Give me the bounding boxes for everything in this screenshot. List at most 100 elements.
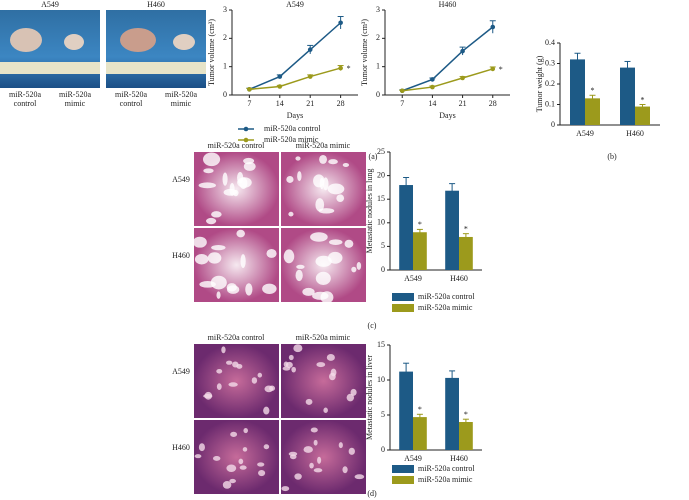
histology-texture xyxy=(310,427,318,433)
point xyxy=(307,74,313,79)
x-tick-label: 7 xyxy=(247,99,251,108)
histology-texture xyxy=(344,239,354,248)
y-tick-label: 1 xyxy=(223,61,227,70)
histology-texture xyxy=(328,159,338,165)
histology-texture xyxy=(315,255,332,267)
histology-texture xyxy=(251,377,258,384)
histology-texture xyxy=(342,466,348,474)
point xyxy=(247,87,252,92)
histology-texture xyxy=(310,232,328,242)
legend-label: miR-520a control xyxy=(418,464,475,473)
histology-texture xyxy=(216,368,223,374)
histology-texture xyxy=(293,344,303,353)
legend-swatch xyxy=(392,465,414,473)
histology-texture xyxy=(288,354,294,361)
annotation: * xyxy=(418,220,422,229)
histology-row-label: A549 xyxy=(172,367,190,376)
histology-texture xyxy=(338,442,343,449)
histology-texture xyxy=(243,427,248,434)
histology-texture xyxy=(269,385,276,391)
point xyxy=(307,47,313,52)
histology-texture xyxy=(317,456,322,464)
histology-texture xyxy=(229,478,236,484)
histology-texture xyxy=(236,363,243,369)
histology-texture xyxy=(228,382,238,387)
panel-label: (d) xyxy=(367,489,377,498)
histology-texture xyxy=(204,391,213,400)
annotation: * xyxy=(499,65,503,74)
legend-swatch xyxy=(243,137,249,143)
panel-label: (c) xyxy=(368,321,377,330)
x-tick-label: 28 xyxy=(337,99,345,108)
x-tick-label: 14 xyxy=(276,99,284,108)
histology-texture xyxy=(286,175,294,183)
point xyxy=(338,65,343,71)
histology-texture xyxy=(257,372,263,378)
histology-texture xyxy=(283,249,295,264)
tumor-photos xyxy=(0,10,206,88)
histology-texture xyxy=(326,354,335,361)
histology-texture xyxy=(303,446,313,453)
legend-swatch xyxy=(243,126,249,132)
histology-column-label: miR-520a control xyxy=(208,333,265,342)
y-tick-label: 10 xyxy=(377,218,385,227)
photo-column-label: A549 xyxy=(41,0,59,9)
bar xyxy=(570,59,585,125)
histology-image xyxy=(281,344,366,418)
x-tick-label: A549 xyxy=(576,129,594,138)
histology-texture xyxy=(206,217,217,225)
histology-texture xyxy=(315,271,331,285)
legend-label: miR-520a mimic xyxy=(418,303,473,312)
histology-image xyxy=(281,152,366,226)
histology-texture xyxy=(316,362,326,368)
histology-texture xyxy=(297,171,302,182)
histology-texture xyxy=(222,172,228,186)
histology-texture xyxy=(295,269,303,282)
y-tick-label: 2 xyxy=(376,33,380,42)
y-tick-label: 25 xyxy=(377,147,385,156)
histology-texture xyxy=(288,211,294,217)
histology-texture xyxy=(221,346,226,354)
histology-texture xyxy=(211,211,222,218)
y-tick-label: 15 xyxy=(377,340,385,349)
histology-texture xyxy=(198,443,205,452)
legend-label: miR-520a mimic xyxy=(264,135,319,144)
histology-texture xyxy=(207,252,222,264)
y-axis-label: Tumor volume (cm³) xyxy=(360,19,369,86)
histology-texture xyxy=(236,229,245,238)
histology-texture xyxy=(194,253,209,265)
histology-texture xyxy=(212,456,221,461)
bar xyxy=(620,67,635,125)
y-tick-label: 0.4 xyxy=(545,38,555,47)
histology-texture xyxy=(281,486,290,492)
histology-column-label: miR-520a mimic xyxy=(296,141,351,150)
y-axis-label: Tumor weight (g) xyxy=(535,55,544,112)
histology-texture xyxy=(313,439,318,446)
y-axis-label: Metastatic nodules in liver xyxy=(365,355,374,440)
bar xyxy=(459,422,473,450)
annotation: * xyxy=(464,224,468,233)
histology-texture xyxy=(295,156,301,161)
y-tick-label: 5 xyxy=(381,241,385,250)
point xyxy=(277,74,283,79)
histology-texture xyxy=(356,262,362,270)
photo-column-label: H460 xyxy=(147,0,165,9)
x-axis-label: Days xyxy=(439,111,455,120)
y-tick-label: 3 xyxy=(223,5,227,14)
histology-texture xyxy=(328,239,343,246)
bar xyxy=(413,417,427,450)
y-tick-label: 10 xyxy=(377,375,385,384)
histology-texture xyxy=(258,469,266,477)
histology-texture xyxy=(342,163,350,168)
histology-texture xyxy=(227,285,240,294)
histology-texture xyxy=(239,465,247,470)
annotation: * xyxy=(418,405,422,414)
histology-texture xyxy=(323,407,328,413)
panel-label: (b) xyxy=(607,152,617,161)
photo-label: miR-520a control xyxy=(9,90,41,108)
histology-texture xyxy=(203,168,214,174)
legend-label: miR-520a control xyxy=(264,124,321,133)
line xyxy=(402,68,493,92)
histology-texture xyxy=(216,383,222,391)
histology-texture xyxy=(351,266,357,273)
